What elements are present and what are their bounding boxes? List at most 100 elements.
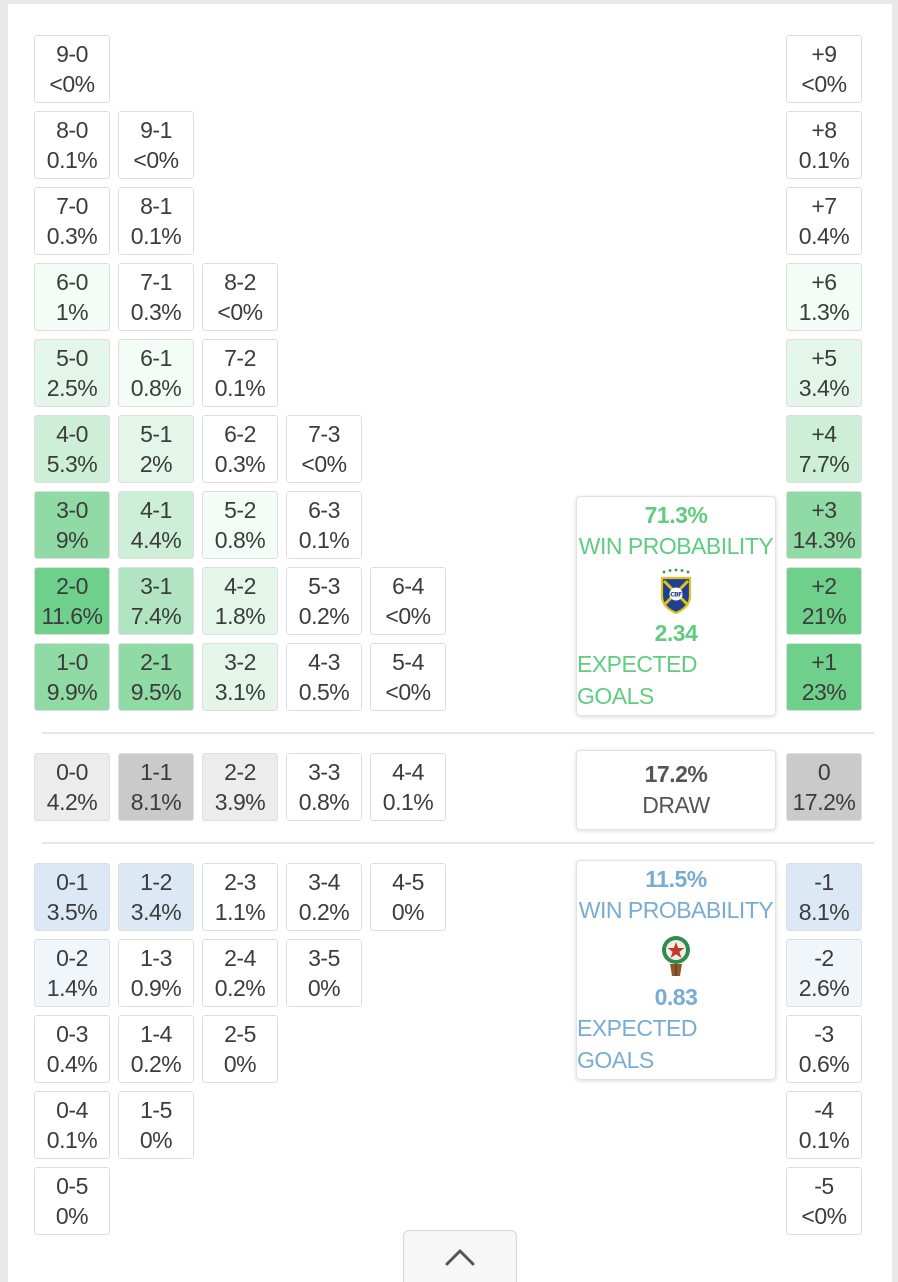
score-label: 1-4 xyxy=(140,1021,172,1047)
margin-label: +2 xyxy=(811,573,837,599)
score-probability: 0.1% xyxy=(46,1127,98,1153)
margin-label: +9 xyxy=(811,41,837,67)
score-cell: 5-2 0.8% xyxy=(202,491,278,559)
score-cell: 1-0 9.9% xyxy=(34,643,110,711)
score-cell: 3-1 7.4% xyxy=(118,567,194,635)
score-cell: 2-4 0.2% xyxy=(202,939,278,1007)
score-probability: 4.2% xyxy=(46,789,98,815)
margin-probability: 7.7% xyxy=(798,451,850,477)
margin-cell: -2 2.6% xyxy=(786,939,862,1007)
score-label: 6-3 xyxy=(308,497,340,523)
margin-probability: 0.1% xyxy=(798,147,850,173)
score-cell: 1-4 0.2% xyxy=(118,1015,194,1083)
score-label: 1-2 xyxy=(140,869,172,895)
score-label: 3-3 xyxy=(308,759,340,785)
margin-cell: +2 21% xyxy=(786,567,862,635)
margin-cell: +3 14.3% xyxy=(786,491,862,559)
score-label: 9-0 xyxy=(56,41,88,67)
score-label: 4-0 xyxy=(56,421,88,447)
score-label: 0-3 xyxy=(56,1021,88,1047)
margin-label: +7 xyxy=(811,193,837,219)
score-probability: 0% xyxy=(307,975,341,1001)
score-cell: 7-3 <0% xyxy=(286,415,362,483)
score-cell: 5-3 0.2% xyxy=(286,567,362,635)
score-matrix-panel: 9-0 <0% 8-0 0.1% 9-1 <0% 7-0 0.3% 8-1 0.1% 6-… xyxy=(8,4,892,1282)
score-label: 5-3 xyxy=(308,573,340,599)
score-label: 6-1 xyxy=(140,345,172,371)
margin-label: +3 xyxy=(811,497,837,523)
score-cell: 5-1 2% xyxy=(118,415,194,483)
score-probability: 0.9% xyxy=(130,975,182,1001)
score-probability: 1% xyxy=(55,299,89,325)
score-probability: 9.5% xyxy=(130,679,182,705)
score-cell: 7-2 0.1% xyxy=(202,339,278,407)
score-label: 5-0 xyxy=(56,345,88,371)
home-expected-goals-value: 2.34 xyxy=(654,620,698,646)
margin-cell: -5 <0% xyxy=(786,1167,862,1235)
score-label: 4-3 xyxy=(308,649,340,675)
score-label: 3-4 xyxy=(308,869,340,895)
score-probability: 1.4% xyxy=(46,975,98,1001)
score-cell: 0-2 1.4% xyxy=(34,939,110,1007)
score-probability: 9% xyxy=(55,527,89,553)
margin-cell: -1 8.1% xyxy=(786,863,862,931)
score-probability: <0% xyxy=(301,451,347,477)
score-cell: 4-4 0.1% xyxy=(370,753,446,821)
score-probability: 11.6% xyxy=(41,603,103,629)
score-cell: 4-5 0% xyxy=(370,863,446,931)
collapse-button[interactable] xyxy=(403,1230,517,1282)
score-probability: 3.4% xyxy=(130,899,182,925)
score-probability: 0.8% xyxy=(214,527,266,553)
score-label: 4-2 xyxy=(224,573,256,599)
score-cell: 3-2 3.1% xyxy=(202,643,278,711)
score-cell: 2-5 0% xyxy=(202,1015,278,1083)
margin-label: -1 xyxy=(814,869,834,895)
score-probability: 0.1% xyxy=(130,223,182,249)
score-label: 0-4 xyxy=(56,1097,88,1123)
score-cell: 3-5 0% xyxy=(286,939,362,1007)
score-label: 6-2 xyxy=(224,421,256,447)
score-cell: 6-4 <0% xyxy=(370,567,446,635)
away-expected-goals-label: EXPECTED GOALS xyxy=(577,1015,697,1073)
score-cell: 0-0 4.2% xyxy=(34,753,110,821)
score-label: 2-5 xyxy=(224,1021,256,1047)
morocco-crest-icon xyxy=(662,936,690,976)
margin-label: -2 xyxy=(814,945,834,971)
crest-text: CBF xyxy=(670,592,682,599)
score-cell: 2-2 3.9% xyxy=(202,753,278,821)
score-label: 2-3 xyxy=(224,869,256,895)
away-win-percentage: 11.5% xyxy=(645,866,707,892)
score-label: 5-2 xyxy=(224,497,256,523)
away-expected-goals-value: 0.83 xyxy=(654,984,698,1010)
score-probability: 0.2% xyxy=(298,899,350,925)
score-cell: 0-4 0.1% xyxy=(34,1091,110,1159)
score-cell: 4-3 0.5% xyxy=(286,643,362,711)
score-label: 0-2 xyxy=(56,945,88,971)
score-label: 2-1 xyxy=(140,649,172,675)
score-cell: 8-2 <0% xyxy=(202,263,278,331)
score-label: 9-1 xyxy=(140,117,172,143)
score-cell: 6-1 0.8% xyxy=(118,339,194,407)
score-cell: 1-3 0.9% xyxy=(118,939,194,1007)
draw-probability-card: 17.2% DRAW xyxy=(576,750,776,830)
divider xyxy=(42,842,874,844)
score-label: 3-5 xyxy=(308,945,340,971)
score-label: 5-1 xyxy=(140,421,172,447)
score-probability: 0% xyxy=(223,1051,257,1077)
margin-label: 0 xyxy=(817,759,831,785)
score-cell: 9-1 <0% xyxy=(118,111,194,179)
margin-probability: <0% xyxy=(801,1203,847,1229)
score-probability: 0% xyxy=(55,1203,89,1229)
margin-probability: 0.6% xyxy=(798,1051,850,1077)
score-probability: 4.4% xyxy=(130,527,182,553)
score-label: 0-1 xyxy=(56,869,88,895)
chevron-up-icon xyxy=(445,1249,475,1265)
margin-cell: +6 1.3% xyxy=(786,263,862,331)
margin-label: -3 xyxy=(814,1021,834,1047)
score-label: 7-3 xyxy=(308,421,340,447)
score-cell: 2-1 9.5% xyxy=(118,643,194,711)
score-probability: 5.3% xyxy=(46,451,98,477)
score-label: 3-1 xyxy=(140,573,172,599)
margin-cell: +5 3.4% xyxy=(786,339,862,407)
away-win-probability-card: 11.5% WIN PROBABILITY 0.83 EXPECTED GOAL… xyxy=(576,860,776,1080)
